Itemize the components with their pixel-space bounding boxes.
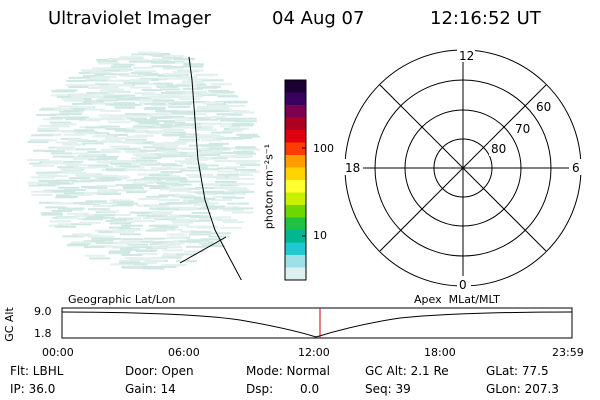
- colorbar-swatch: [285, 217, 306, 231]
- colorbar-frame: [284, 79, 307, 281]
- glat-readout: GLat: 77.5: [486, 364, 549, 378]
- colorbar-scale: [285, 80, 306, 281]
- time-tick-1200: 12:00: [298, 346, 330, 359]
- terminator-line: [188, 56, 242, 280]
- colorbar-unit-label: photon cm⁻²s⁻¹: [262, 143, 276, 230]
- door-readout: Door: Open: [125, 364, 194, 378]
- colorbar-swatch: [285, 105, 306, 118]
- observation-date: 04 Aug 07: [272, 8, 365, 29]
- colorbar: [284, 79, 307, 281]
- mlat-label-80: 80: [491, 142, 506, 156]
- altitude-curve: [61, 311, 573, 338]
- mlt-label-0: 0: [459, 278, 467, 292]
- orientation-line: [179, 236, 227, 264]
- glon-readout: GLon: 207.3: [486, 382, 559, 396]
- time-tick-0000: 00:00: [42, 346, 74, 359]
- colorbar-swatch: [285, 167, 306, 181]
- colorbar-tick-label-10: 10: [313, 229, 327, 242]
- timeline-y-tick-9: 9.0: [34, 305, 52, 318]
- colorbar-swatch: [285, 205, 306, 218]
- instrument-title: Ultraviolet Imager: [48, 8, 211, 29]
- mlt-label-12: 12: [459, 49, 474, 63]
- colorbar-swatch: [285, 267, 306, 281]
- polar-diagonal-2: [379, 84, 547, 252]
- timeline-left-label: Geographic Lat/Lon: [68, 293, 176, 306]
- colorbar-swatch: [285, 242, 306, 256]
- timeline-frame: [61, 307, 573, 339]
- timeline-right-label: Apex MLat/MLT: [414, 293, 500, 306]
- dsp-label: Dsp:: [246, 382, 274, 396]
- time-tick-2359: 23:59: [552, 346, 584, 359]
- colorbar-swatch: [285, 142, 306, 156]
- time-tick-0600: 06:00: [168, 346, 200, 359]
- colorbar-tick-label-100: 100: [313, 142, 334, 155]
- colorbar-swatch: [285, 180, 306, 193]
- observation-time: 12:16:52 UT: [430, 8, 541, 29]
- mode-readout: Mode: Normal: [246, 364, 330, 378]
- colorbar-swatch: [285, 230, 306, 243]
- timeline-y-tick-1-8: 1.8: [34, 327, 52, 340]
- polar-plot: 12 0 6 18 60 70 80: [343, 48, 583, 292]
- mlt-label-6: 6: [572, 161, 580, 175]
- ip-readout: IP: 36.0: [10, 382, 56, 396]
- filter-readout: Flt: LBHL: [10, 364, 64, 378]
- dsp-value: 0.0: [300, 382, 320, 396]
- mlat-label-70: 70: [515, 122, 530, 136]
- gc-alt-readout: GC Alt: 2.1 Re: [365, 364, 449, 378]
- colorbar-swatch: [285, 155, 306, 168]
- time-tick-1800: 18:00: [424, 346, 456, 359]
- earth-image-panel: [27, 51, 260, 280]
- mlt-label-18: 18: [345, 161, 360, 175]
- mlat-label-60: 60: [536, 100, 551, 114]
- uv-emission-speckles: [27, 51, 260, 270]
- sequence-readout: Seq: 39: [365, 382, 411, 396]
- colorbar-swatch: [285, 192, 306, 206]
- gain-readout: Gain: 14: [125, 382, 176, 396]
- colorbar-swatch: [285, 117, 306, 131]
- colorbar-swatch: [285, 130, 306, 143]
- colorbar-swatch: [285, 80, 306, 93]
- colorbar-swatch: [285, 255, 306, 268]
- altitude-timeline: [61, 307, 573, 339]
- colorbar-swatch: [285, 92, 306, 106]
